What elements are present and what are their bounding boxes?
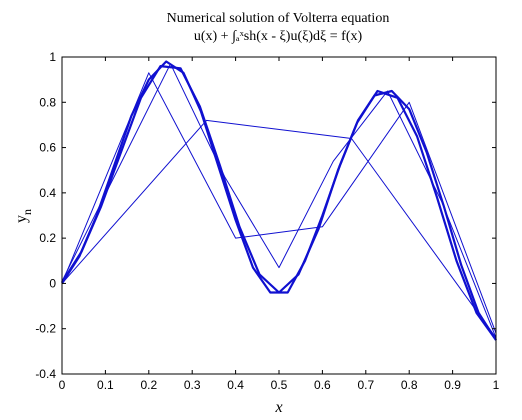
y-tick-label: 0 [49, 276, 56, 290]
x-tick-label: 0.7 [357, 378, 374, 392]
y-tick-label: 0.8 [39, 95, 56, 109]
series-line-3 [61, 63, 497, 338]
plot-area [62, 57, 496, 374]
y-tick-label: 0.2 [39, 231, 56, 245]
x-ticks: 0 0.1 0.2 0.3 0.4 0.5 0.6 0.7 0.8 0.9 1 [59, 57, 500, 392]
y-ticks: -0.4 -0.2 0 0.2 0.4 0.6 0.8 1 [35, 50, 496, 381]
x-tick-label: 0.6 [314, 378, 331, 392]
series-line-1 [61, 119, 497, 339]
x-tick-label: 0.4 [227, 378, 244, 392]
chart-subtitle: u(x) + ∫ₐˣsh(x - ξ)u(ξ)dξ = f(x) [194, 29, 363, 44]
y-axis-label-subscript: n [20, 209, 34, 215]
series-layer [61, 60, 497, 341]
x-tick-label: 0.3 [184, 378, 201, 392]
x-tick-label: 0.9 [444, 378, 461, 392]
series-line-5 [61, 60, 497, 341]
x-tick-label: 0 [59, 378, 66, 392]
y-tick-label: -0.2 [35, 322, 56, 336]
y-tick-label: 1 [49, 50, 56, 64]
x-tick-label: 1 [493, 378, 500, 392]
chart-title: Numerical solution of Volterra equation [167, 11, 390, 26]
x-tick-label: 0.2 [140, 378, 157, 392]
y-tick-label: 0.4 [39, 186, 56, 200]
y-tick-label: -0.4 [35, 367, 56, 381]
x-tick-label: 0.1 [97, 378, 114, 392]
y-tick-label: 0.6 [39, 141, 56, 155]
x-axis-label: x [274, 399, 282, 416]
y-axis-label: yn [13, 209, 34, 223]
x-tick-label: 0.8 [401, 378, 418, 392]
y-axis-label-main: y [13, 215, 30, 223]
x-tick-label: 0.5 [271, 378, 288, 392]
